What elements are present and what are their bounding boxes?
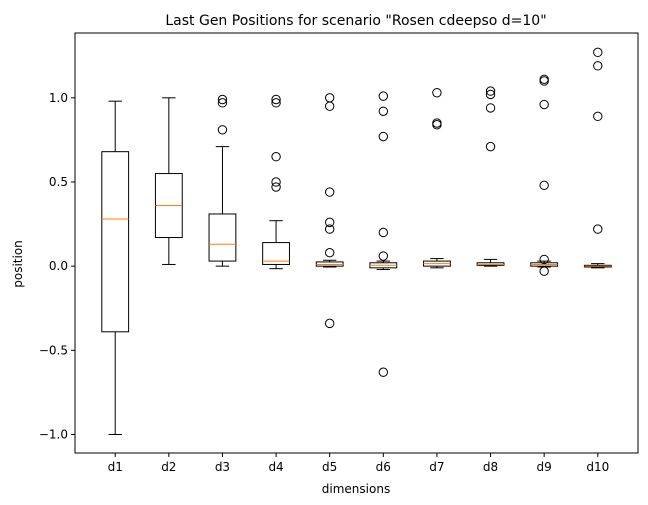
flier-d5-3 xyxy=(324,217,335,228)
flier-d5-6 xyxy=(324,93,335,103)
flier-d10-0 xyxy=(593,224,603,234)
flier-d3-1 xyxy=(217,98,228,108)
flier-d7-2 xyxy=(432,88,442,98)
flier-d10-1 xyxy=(593,111,603,122)
box-group-d6 xyxy=(369,91,398,377)
flier-d4-2 xyxy=(271,152,281,162)
flier-d5-0 xyxy=(324,318,335,329)
flier-d8-1 xyxy=(485,103,496,113)
flier-d5-1 xyxy=(324,247,335,258)
flier-d9-3 xyxy=(539,99,549,110)
y-tick-label-0: −1.0 xyxy=(39,427,68,441)
flier-d9-5 xyxy=(539,74,549,84)
x-tick-label-d2: d2 xyxy=(161,460,176,474)
box-group-d1 xyxy=(101,100,130,435)
x-tick-label-d9: d9 xyxy=(537,460,552,474)
flier-d5-4 xyxy=(324,187,335,197)
plot-area xyxy=(101,47,612,435)
flier-d8-0 xyxy=(485,141,496,152)
box-group-d7 xyxy=(423,88,451,269)
flier-d10-2 xyxy=(593,61,603,71)
flier-d8-3 xyxy=(485,86,496,96)
flier-d6-3 xyxy=(378,131,389,142)
y-axis: −1.0 −0.5 0.0 0.5 1.0 xyxy=(39,91,75,441)
flier-d6-5 xyxy=(378,91,389,101)
flier-d9-0 xyxy=(539,266,549,276)
x-tick-label-d5: d5 xyxy=(322,460,337,474)
y-tick-label-1: −0.5 xyxy=(39,343,68,357)
flier-d10-3 xyxy=(593,47,603,58)
box-d3 xyxy=(208,213,237,262)
flier-d9-1 xyxy=(539,254,549,265)
flier-d6-4 xyxy=(378,106,389,116)
y-tick-label-2: 0.0 xyxy=(49,259,68,273)
flier-d4-4 xyxy=(271,94,281,105)
y-tick-label-4: 1.0 xyxy=(49,91,68,105)
flier-d6-2 xyxy=(378,227,389,238)
flier-d6-1 xyxy=(378,251,389,261)
flier-d7-1 xyxy=(432,118,442,128)
box-group-d9 xyxy=(530,74,559,276)
x-tick-label-d8: d8 xyxy=(483,460,498,474)
box-group-d3 xyxy=(208,94,237,267)
flier-d5-2 xyxy=(324,224,335,234)
x-tick-label-d6: d6 xyxy=(376,460,391,474)
flier-d4-1 xyxy=(271,177,281,187)
box-d4 xyxy=(262,242,290,265)
flier-d3-0 xyxy=(217,125,228,135)
flier-d5-5 xyxy=(324,101,335,111)
flier-d4-0 xyxy=(271,182,281,192)
flier-d9-2 xyxy=(539,180,549,191)
box-group-d5 xyxy=(315,93,344,329)
box-group-d8 xyxy=(476,86,505,267)
box-d1 xyxy=(101,151,130,333)
flier-d8-2 xyxy=(485,89,496,100)
box-group-d4 xyxy=(262,94,290,270)
x-tick-label-d7: d7 xyxy=(429,460,444,474)
box-group-d10 xyxy=(583,47,612,269)
flier-d4-3 xyxy=(271,98,281,108)
x-axis: d1 d2 d3 d4 d5 d6 d7 d8 d9 d10 xyxy=(108,453,609,474)
y-axis-label: position xyxy=(11,240,25,288)
chart-title: Last Gen Positions for scenario "Rosen c… xyxy=(165,13,546,29)
x-tick-label-d10: d10 xyxy=(586,460,609,474)
x-tick-label-d3: d3 xyxy=(215,460,230,474)
flier-d6-0 xyxy=(378,367,389,377)
flier-d3-2 xyxy=(217,94,228,105)
y-tick-label-3: 0.5 xyxy=(49,175,68,189)
plot-frame xyxy=(74,32,639,454)
x-axis-label: dimensions xyxy=(322,482,390,496)
x-tick-label-d4: d4 xyxy=(268,460,283,474)
box-group-d2 xyxy=(154,97,183,265)
x-tick-label-d1: d1 xyxy=(108,460,123,474)
